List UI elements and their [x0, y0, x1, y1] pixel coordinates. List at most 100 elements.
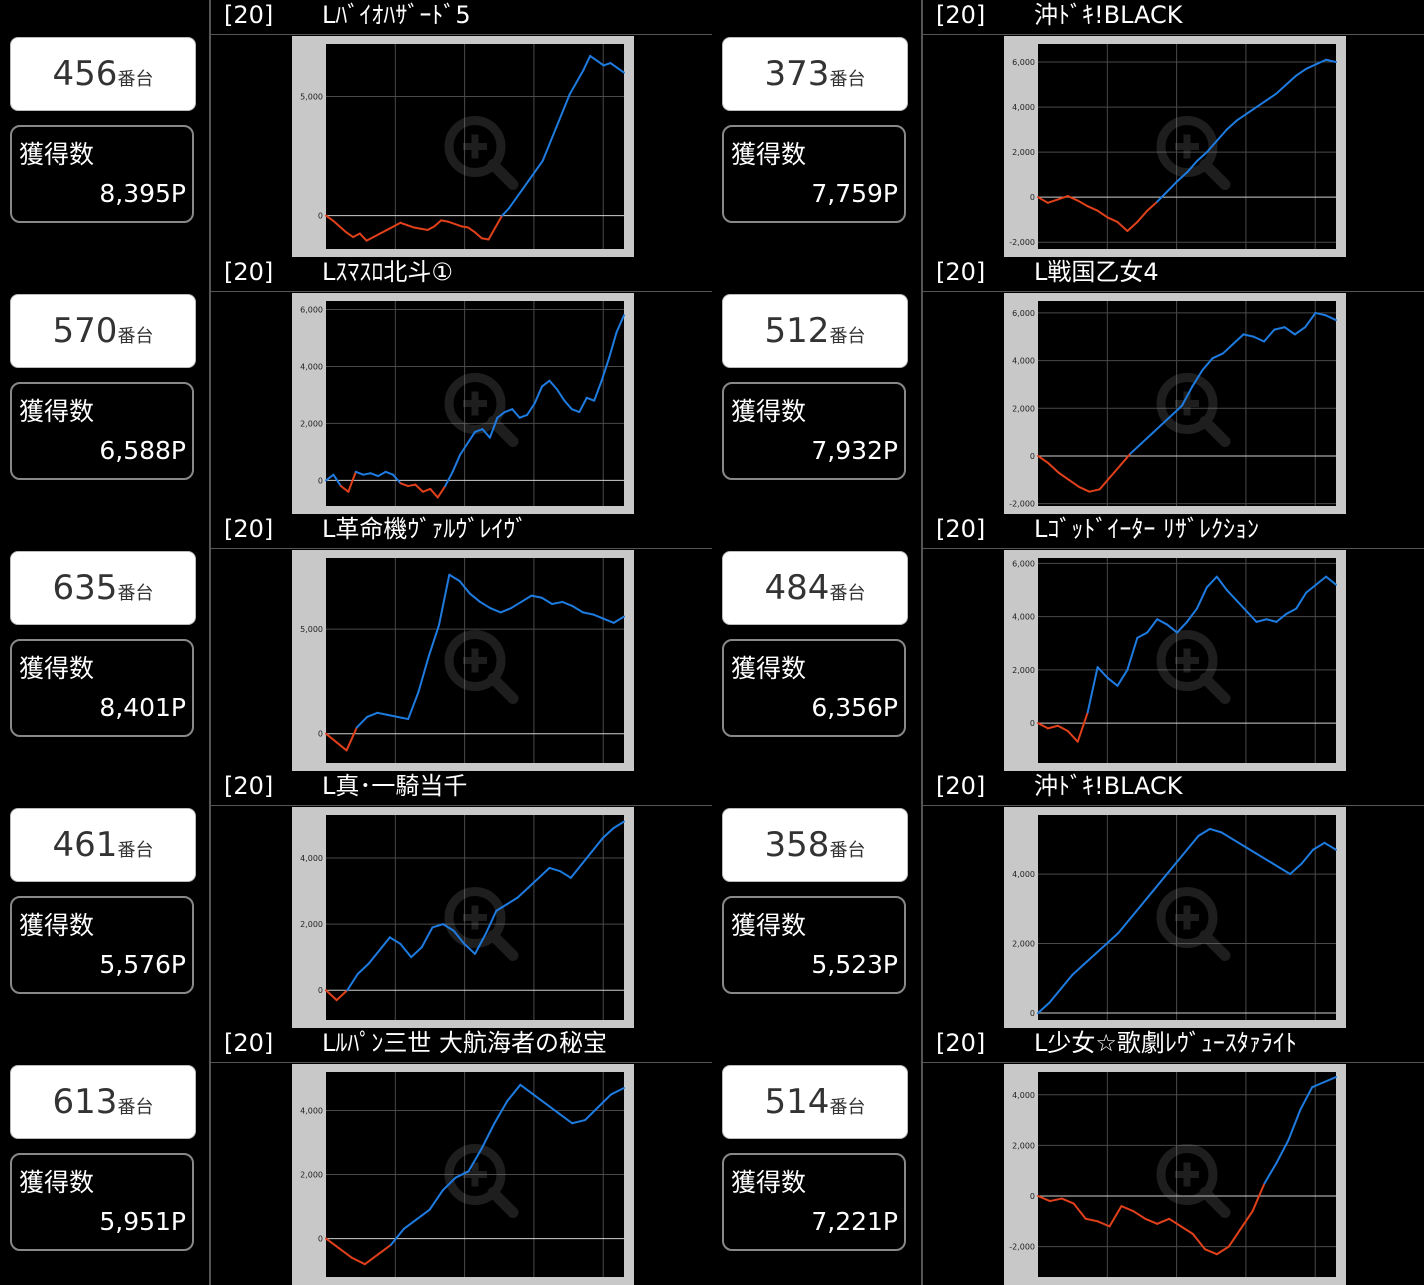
series-segment: [1078, 485, 1091, 493]
series-segment: [399, 942, 413, 959]
series-segment: [1323, 841, 1337, 851]
row-divider: [923, 548, 1424, 549]
slump-graph-svg[interactable]: 0 2,000 4,000: [292, 1064, 634, 1285]
series-segment: [352, 232, 361, 239]
series-segment: [438, 573, 451, 626]
unit-number-button[interactable]: 514番台: [722, 1065, 908, 1139]
slump-graph-svg[interactable]: 0 5,000: [292, 550, 634, 771]
win-count-box: 獲得数 5,523P: [722, 896, 906, 994]
machine-name: 沖ﾄﾞｷ!BLACK: [1034, 772, 1183, 800]
slump-graph-svg[interactable]: -2,000 0 2,000 4,000 6,000: [1004, 36, 1346, 257]
series-segment: [1324, 314, 1337, 322]
series-segment: [376, 1243, 392, 1256]
series-segment: [474, 231, 483, 240]
unit-suffix: 番台: [117, 326, 154, 347]
series-segment: [406, 483, 417, 488]
series-segment: [415, 1208, 431, 1221]
win-count-box: 獲得数 7,932P: [722, 382, 906, 480]
series-segment: [1325, 58, 1337, 64]
slump-graph-svg[interactable]: 0 2,000 4,000: [1004, 807, 1346, 1028]
slump-graph[interactable]: 0 2,000 4,000 6,000: [1004, 550, 1346, 771]
series-segment: [593, 379, 603, 402]
win-count-label: 獲得数: [19, 140, 95, 169]
y-tick-label: 2,000: [1012, 404, 1035, 413]
series-segment: [366, 711, 379, 718]
series-segment: [1176, 171, 1188, 183]
slump-graph-svg[interactable]: 0 2,000 4,000 6,000: [1004, 550, 1346, 771]
series-segment: [402, 1218, 418, 1230]
slump-graph-svg[interactable]: 0 5,000: [292, 36, 634, 257]
magnifier-plus-icon: [444, 373, 519, 447]
series-segment: [399, 221, 409, 227]
series-segment: [518, 413, 529, 419]
series-segment: [578, 396, 588, 414]
column-divider: [209, 0, 211, 257]
series-segment: [1311, 1081, 1326, 1089]
row-divider: [211, 291, 712, 292]
series-segment: [1105, 932, 1120, 945]
series-segment: [1066, 195, 1079, 202]
series-segment: [1037, 1195, 1051, 1203]
series-segment: [1263, 328, 1276, 343]
series-segment: [503, 408, 514, 414]
slump-graph[interactable]: -2,000 0 2,000 4,000 6,000: [1004, 293, 1346, 514]
series-segment: [1086, 205, 1099, 212]
series-segment: [1211, 352, 1224, 360]
unit-number-button[interactable]: 461番台: [10, 808, 196, 882]
unit-number-button[interactable]: 570番台: [10, 294, 196, 368]
magnifier-plus-icon: [444, 116, 519, 190]
machine-card: 456番台 獲得数 8,395P [20] Lﾊﾞｲｵﾊｻﾞｰﾄﾞ5 0 5,000: [0, 0, 712, 257]
series-segment: [1180, 1225, 1194, 1235]
series-segment: [548, 866, 562, 873]
slump-graph[interactable]: 0 2,000 4,000 6,000: [292, 293, 634, 514]
series-segment: [1197, 827, 1211, 837]
series-segment: [419, 227, 429, 231]
slump-graph[interactable]: 0 2,000 4,000: [1004, 807, 1346, 1028]
slump-graph-svg[interactable]: -2,000 0 2,000 4,000: [1004, 1064, 1346, 1285]
series-segment: [555, 109, 565, 129]
series-segment: [1283, 326, 1296, 336]
slump-graph[interactable]: -2,000 0 2,000 4,000: [1004, 1064, 1346, 1285]
series-segment: [429, 487, 439, 499]
series-segment: [1195, 586, 1208, 610]
game-count: [20]: [224, 515, 274, 543]
series-segment: [347, 470, 357, 493]
unit-suffix: 番台: [829, 583, 866, 604]
slump-graph[interactable]: 0 2,000 4,000: [292, 1064, 634, 1285]
unit-number-button[interactable]: 373番台: [722, 37, 908, 111]
magnifier-plus-icon: [1156, 887, 1231, 961]
y-tick-label: 6,000: [1012, 58, 1035, 67]
series-segment: [584, 1106, 600, 1122]
slump-graph-svg[interactable]: 0 2,000 4,000: [292, 807, 634, 1028]
series-segment: [526, 402, 536, 416]
slump-graph[interactable]: 0 5,000: [292, 36, 634, 257]
slump-graph[interactable]: 0 2,000 4,000: [292, 807, 634, 1028]
series-segment: [511, 408, 521, 419]
series-segment: [378, 936, 391, 952]
series-segment: [507, 197, 517, 210]
unit-number-button[interactable]: 512番台: [722, 294, 908, 368]
series-segment: [414, 483, 424, 493]
unit-number-button[interactable]: 635番台: [10, 551, 196, 625]
series-segment: [575, 69, 585, 84]
series-segment: [431, 923, 445, 929]
unit-number-button[interactable]: 358番台: [722, 808, 908, 882]
series-segment: [1293, 326, 1307, 336]
unit-suffix: 番台: [117, 583, 154, 604]
series-segment: [413, 226, 422, 230]
unit-number-button[interactable]: 613番台: [10, 1065, 196, 1139]
series-segment: [499, 607, 512, 614]
slump-graph-svg[interactable]: -2,000 0 2,000 4,000 6,000: [1004, 293, 1346, 514]
series-segment: [325, 732, 338, 744]
series-segment: [1314, 311, 1327, 317]
unit-number-button[interactable]: 484番台: [722, 551, 908, 625]
series-segment: [1150, 423, 1163, 436]
series-segment: [474, 933, 487, 955]
series-segment: [615, 314, 625, 334]
unit-number-button[interactable]: 456番台: [10, 37, 196, 111]
slump-graph-svg[interactable]: 0 2,000 4,000 6,000: [292, 293, 634, 514]
series-segment: [1239, 1210, 1254, 1230]
series-segment: [1315, 58, 1328, 66]
slump-graph[interactable]: -2,000 0 2,000 4,000 6,000: [1004, 36, 1346, 257]
slump-graph[interactable]: 0 5,000: [292, 550, 634, 771]
